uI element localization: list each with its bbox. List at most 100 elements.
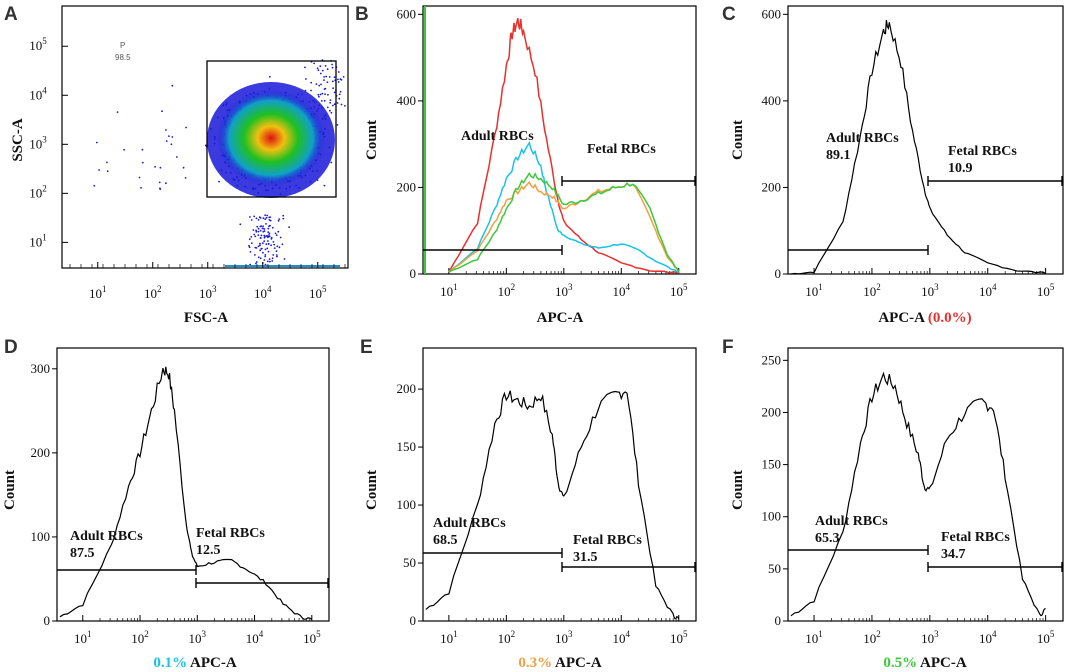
scatter-point [338, 97, 341, 100]
panel-b: B 0 200 400 600 101 102 103 104 105 Adult RBCs F… [355, 4, 697, 326]
panel-a-ticks: 101 102 103 104 105 101 102 103 104 105 [29, 36, 346, 301]
scatter-point [257, 227, 260, 230]
scatter-point [275, 254, 278, 256]
scatter-point [250, 242, 253, 245]
y-tick-label: 250 [762, 352, 782, 367]
scatter-point [321, 69, 324, 72]
y-tick-label: 600 [762, 6, 782, 21]
panel-d-plot: 0 100 200 300 101 102 103 104 105 [31, 361, 329, 646]
x-tick-label: 105 [309, 284, 327, 301]
scatter-point [270, 244, 272, 247]
scatter-point [340, 103, 343, 106]
panel-e-frame [422, 347, 697, 622]
scatter-point [337, 71, 340, 73]
x-tick-label: 102 [863, 629, 881, 646]
scatter-point [273, 243, 276, 246]
scatter-point [321, 92, 324, 95]
scatter-point [326, 68, 329, 71]
scatter-point [323, 184, 326, 187]
y-tick-label: 100 [762, 509, 782, 524]
scatter-point [268, 235, 271, 238]
scatter-point [333, 76, 336, 78]
scatter-point [165, 140, 168, 143]
scatter-point [319, 93, 322, 96]
scatter-point [271, 226, 274, 229]
y-tick-label: 300 [31, 361, 51, 376]
scatter-point [267, 231, 270, 234]
y-tick-label: 50 [403, 555, 416, 570]
scatter-point [263, 259, 266, 261]
x-axis-label-percent: 0.3% [518, 655, 552, 671]
scatter-point [165, 129, 167, 131]
scatter-point [248, 244, 250, 247]
scatter-point [262, 251, 264, 254]
scatter-point [265, 243, 268, 246]
y-tick-label: 100 [397, 497, 417, 512]
scatter-point [106, 161, 108, 164]
x-tick-label: 104 [979, 282, 997, 299]
panel-e-plot: 0 50 100 150 200 101 102 103 104 105 [397, 381, 696, 646]
scatter-point [95, 141, 98, 144]
gate-right-value: 12.5 [196, 543, 221, 558]
scatter-point [266, 235, 268, 237]
scatter-point [138, 176, 141, 179]
scatter-point [265, 216, 268, 219]
x-tick-label: 104 [613, 629, 631, 646]
scatter-point [249, 251, 252, 253]
scatter-point [317, 69, 320, 72]
scatter-point [338, 93, 341, 96]
x-axis-label: FSC-A [184, 310, 228, 326]
scatter-point [239, 223, 242, 226]
scatter-point [116, 111, 119, 113]
scatter-point [337, 78, 339, 81]
x-axis-label-percent: 0.1% [153, 655, 187, 671]
gate-left-label: Adult RBCs [826, 131, 899, 146]
x-axis-label-percent: (0.0%) [928, 310, 972, 326]
scatter-point [282, 214, 285, 217]
scatter-point [267, 243, 270, 245]
series-line-red [448, 18, 679, 274]
y-tick-label: 50 [768, 561, 781, 576]
gate-left-value: 65.3 [815, 531, 840, 546]
scatter-point [141, 148, 144, 151]
scatter-point [328, 76, 331, 78]
scatter-point [262, 242, 264, 245]
density-core [217, 90, 325, 186]
scatter-point [344, 105, 346, 107]
x-axis-label: 0.5% APC-A [883, 655, 967, 671]
scatter-point [176, 156, 178, 158]
scatter-point [323, 76, 325, 78]
scatter-point [264, 254, 267, 256]
scatter-point [264, 218, 267, 221]
scatter-point [281, 243, 284, 246]
scatter-point [141, 161, 144, 164]
scatter-point [329, 99, 332, 101]
scatter-point [277, 230, 280, 233]
scatter-point [319, 72, 322, 75]
gate-left-label: Adult RBCs [433, 516, 506, 531]
scatter-point [264, 255, 267, 258]
gate-left-label: Adult RBCs [461, 129, 534, 144]
panel-f-letter: F [722, 337, 734, 358]
panel-f-frame [787, 347, 1064, 622]
x-tick-label: 105 [670, 282, 688, 299]
scatter-point [98, 169, 100, 171]
scatter-point [250, 219, 253, 221]
y-tick-label: 150 [397, 439, 417, 454]
scatter-point [249, 216, 251, 218]
scatter-point [218, 180, 220, 183]
scatter-point [329, 109, 331, 112]
scatter-point [283, 258, 286, 260]
scatter-point [254, 235, 257, 238]
scatter-point [255, 230, 258, 233]
panel-e: E 0 50 100 150 200 101 102 103 104 105 Adult RBCs… [360, 337, 697, 671]
gate-right-label: Fetal RBCs [196, 526, 265, 541]
panel-c: C 0 200 400 600 101 102 103 104 105 Adult RBCs 8… [722, 4, 1064, 326]
scatter-point [256, 225, 259, 228]
scatter-point [170, 143, 173, 146]
scatter-point [310, 89, 312, 92]
scatter-point [265, 223, 267, 225]
scatter-point [268, 216, 271, 219]
scatter-point [168, 135, 170, 138]
scatter-point [316, 67, 319, 70]
